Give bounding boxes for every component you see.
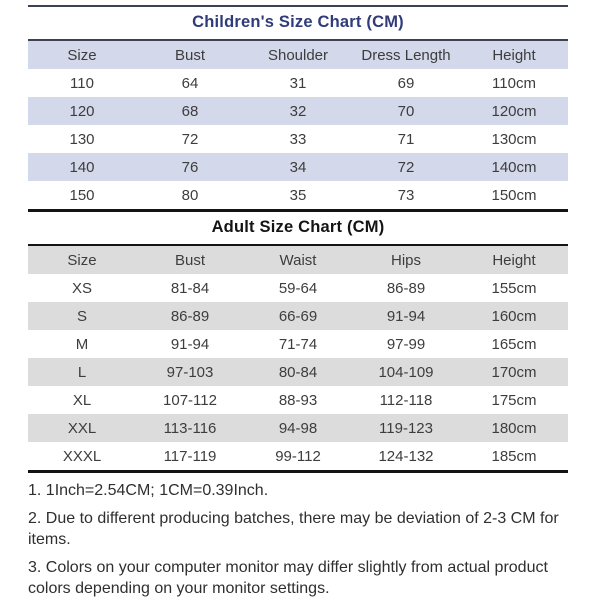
table-cell: 97-99 [386, 335, 426, 353]
table-row: L 97-103 80-84 104-109 170cm [28, 358, 568, 386]
adult-size-table: Size Bust Waist Hips Height XS 81-84 59-64 86-8… [28, 246, 568, 473]
table-cell: 71 [397, 130, 415, 148]
table-cell: 86-89 [170, 307, 210, 325]
table-cell: 81-84 [170, 279, 210, 297]
table-row: 110 64 31 69 110cm [28, 69, 568, 97]
children-chart-title: Children's Size Chart (CM) [28, 5, 568, 41]
table-cell: 120 [69, 102, 95, 120]
table-cell: 73 [397, 186, 415, 204]
table-cell: 76 [181, 158, 199, 176]
column-header-cell: Dress Length [361, 46, 451, 64]
table-cell: M [75, 335, 89, 353]
table-row: XXXL 117-119 99-112 124-132 185cm [28, 442, 568, 472]
table-cell: 130 [69, 130, 95, 148]
adult-table-header: Size Bust Waist Hips Height [28, 246, 568, 274]
column-header-cell: Waist [279, 251, 317, 269]
table-cell: 31 [289, 74, 307, 92]
column-header-cell: Bust [174, 251, 205, 269]
column-header-cell: Hips [390, 251, 421, 269]
table-cell: 64 [181, 74, 199, 92]
footnotes: 1. 1Inch=2.54CM; 1CM=0.39Inch. 2. Due to… [28, 480, 568, 600]
table-cell: 80 [181, 186, 199, 204]
table-cell: 185cm [491, 447, 537, 465]
table-cell: 69 [397, 74, 415, 92]
table-cell: 104-109 [378, 363, 434, 381]
column-header-cell: Size [67, 251, 97, 269]
table-cell: 110cm [492, 74, 536, 92]
table-cell: 66-69 [278, 307, 318, 325]
table-row: XXL 113-116 94-98 119-123 180cm [28, 414, 568, 442]
note-inch-conversion: 1. 1Inch=2.54CM; 1CM=0.39Inch. [28, 482, 269, 499]
table-cell: 94-98 [278, 419, 318, 437]
table-cell: 155cm [491, 279, 537, 297]
table-cell: 117-119 [163, 447, 217, 465]
table-cell: 68 [181, 102, 199, 120]
header-row: Size Bust Shoulder Dress Length Height [28, 41, 568, 69]
table-cell: S [76, 307, 87, 325]
table-row: 130 72 33 71 130cm [28, 125, 568, 153]
table-row: M 91-94 71-74 97-99 165cm [28, 330, 568, 358]
column-header-cell: Height [492, 46, 536, 64]
table-cell: 165cm [491, 335, 537, 353]
note-color-difference: 3. Colors on your computer monitor may d… [28, 559, 548, 598]
table-cell: 33 [289, 130, 307, 148]
table-cell: 97-103 [166, 363, 214, 381]
table-cell: 35 [289, 186, 307, 204]
table-cell: 91-94 [386, 307, 426, 325]
table-row: S 86-89 66-69 91-94 160cm [28, 302, 568, 330]
table-cell: XXL [67, 419, 97, 437]
table-cell: 140 [69, 158, 95, 176]
column-header-cell: Size [67, 46, 97, 64]
table-cell: XS [71, 279, 92, 297]
table-row: 120 68 32 70 120cm [28, 97, 568, 125]
table-cell: 70 [397, 102, 415, 120]
children-table-body: 110 64 31 69 110cm 120 68 32 70 120cm 130 72 33 71 130… [28, 69, 568, 209]
column-header-cell: Shoulder [267, 46, 329, 64]
table-cell: 113-116 [163, 419, 217, 437]
table-cell: 32 [289, 102, 307, 120]
table-cell: 99-112 [275, 447, 321, 465]
table-cell: 130cm [491, 130, 537, 148]
table-cell: 59-64 [278, 279, 318, 297]
table-cell: 88-93 [278, 391, 318, 409]
table-cell: 112-118 [379, 391, 433, 409]
table-cell: 91-94 [170, 335, 210, 353]
children-size-table: Size Bust Shoulder Dress Length Height 110 64… [28, 41, 568, 209]
table-cell: 170cm [491, 363, 537, 381]
table-cell: 119-123 [379, 419, 433, 437]
table-cell: 107-112 [163, 391, 217, 409]
table-cell: 72 [397, 158, 415, 176]
table-cell: XXXL [62, 447, 102, 465]
table-cell: 80-84 [278, 363, 318, 381]
table-cell: 140cm [491, 158, 537, 176]
table-cell: 124-132 [378, 447, 434, 465]
table-cell: 72 [181, 130, 199, 148]
table-row: XS 81-84 59-64 86-89 155cm [28, 274, 568, 302]
children-table-header: Size Bust Shoulder Dress Length Height [28, 41, 568, 69]
table-cell: 110 [70, 74, 94, 92]
adult-size-chart-section: Adult Size Chart (CM) Size Bust Waist Hips H… [28, 209, 568, 473]
table-row: XL 107-112 88-93 112-118 175cm [28, 386, 568, 414]
table-cell: 150cm [491, 186, 537, 204]
children-size-chart-section: Children's Size Chart (CM) Size Bust Shoul… [28, 5, 568, 209]
column-header-cell: Height [492, 251, 536, 269]
adult-chart-title: Adult Size Chart (CM) [28, 209, 568, 246]
table-cell: 120cm [491, 102, 537, 120]
table-cell: 175cm [491, 391, 537, 409]
table-cell: 160cm [491, 307, 537, 325]
table-cell: L [77, 363, 87, 381]
table-row: 150 80 35 73 150cm [28, 181, 568, 209]
table-row: 140 76 34 72 140cm [28, 153, 568, 181]
table-cell: 34 [289, 158, 307, 176]
table-cell: 180cm [491, 419, 537, 437]
column-header-cell: Bust [174, 46, 205, 64]
table-cell: 86-89 [386, 279, 426, 297]
note-size-deviation: 2. Due to different producing batches, t… [28, 510, 559, 549]
table-cell: XL [72, 391, 92, 409]
header-row: Size Bust Waist Hips Height [28, 246, 568, 274]
size-chart-page: Children's Size Chart (CM) Size Bust Shoul… [28, 5, 568, 600]
table-cell: 150 [69, 186, 95, 204]
table-cell: 71-74 [278, 335, 318, 353]
adult-table-body: XS 81-84 59-64 86-89 155cm S 86-89 66-69 91-94 16… [28, 274, 568, 472]
